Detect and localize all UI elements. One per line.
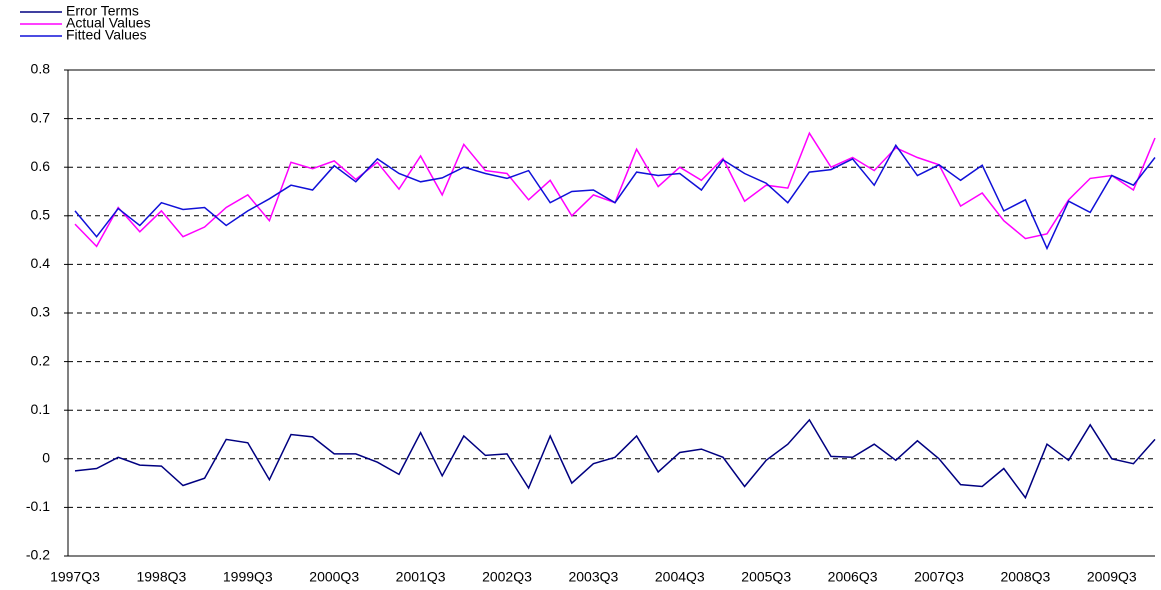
y-tick-label: 0.7 <box>31 109 51 125</box>
x-tick-label: 2008Q3 <box>1000 569 1050 585</box>
legend-label: Actual Values <box>66 15 151 31</box>
legend-label: Error Terms <box>66 3 139 19</box>
x-tick-label: 2000Q3 <box>309 569 359 585</box>
x-tick-label: 2001Q3 <box>396 569 446 585</box>
x-tick-label: 2009Q3 <box>1087 569 1137 585</box>
y-tick-label: 0.6 <box>31 158 51 174</box>
x-tick-label: 2005Q3 <box>741 569 791 585</box>
y-tick-label: 0.8 <box>31 61 51 77</box>
x-tick-label: 1997Q3 <box>50 569 100 585</box>
y-tick-label: -0.2 <box>26 547 50 563</box>
series-line <box>74 143 1156 251</box>
x-tick-label: 2003Q3 <box>568 569 618 585</box>
x-tick-label: 1999Q3 <box>223 569 273 585</box>
y-tick-label: 0.5 <box>31 207 51 223</box>
y-tick-label: 0.4 <box>31 255 51 271</box>
x-tick-label: 2007Q3 <box>914 569 964 585</box>
x-tick-label: 2004Q3 <box>655 569 705 585</box>
x-tick-label: 2002Q3 <box>482 569 532 585</box>
x-tick-label: 2006Q3 <box>828 569 878 585</box>
y-tick-label: 0.1 <box>31 401 51 417</box>
legend-label: Fitted Values <box>66 27 147 43</box>
x-tick-label: 1998Q3 <box>136 569 186 585</box>
y-tick-label: -0.1 <box>26 498 50 514</box>
series-line <box>74 418 1156 500</box>
y-tick-label: 0.3 <box>31 304 51 320</box>
y-tick-label: 0.2 <box>31 352 51 368</box>
y-tick-label: 0 <box>42 450 50 466</box>
